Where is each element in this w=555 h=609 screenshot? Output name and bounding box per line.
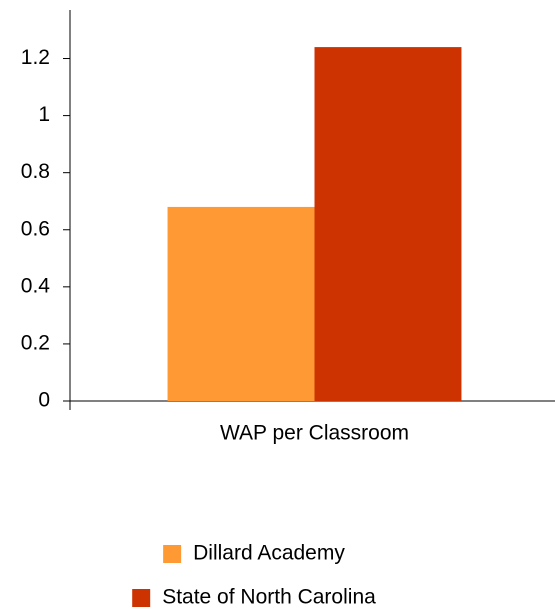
y-tick-label: 0 xyxy=(38,389,50,412)
legend-swatch xyxy=(163,545,182,563)
legend-label: Dillard Academy xyxy=(193,542,345,565)
bar xyxy=(167,206,315,401)
y-tick-label: 0.8 xyxy=(21,160,50,183)
y-tick-label: 0.2 xyxy=(21,331,50,354)
legend-swatch xyxy=(132,589,151,607)
y-tick-label: 1.2 xyxy=(21,46,50,69)
y-tick-label: 0.6 xyxy=(21,217,50,240)
bar xyxy=(314,47,462,402)
y-tick-label: 1 xyxy=(38,103,50,126)
x-tick-label: WAP per Classroom xyxy=(220,422,409,445)
y-tick-label: 0.4 xyxy=(21,274,51,297)
legend-label: State of North Carolina xyxy=(162,586,376,609)
